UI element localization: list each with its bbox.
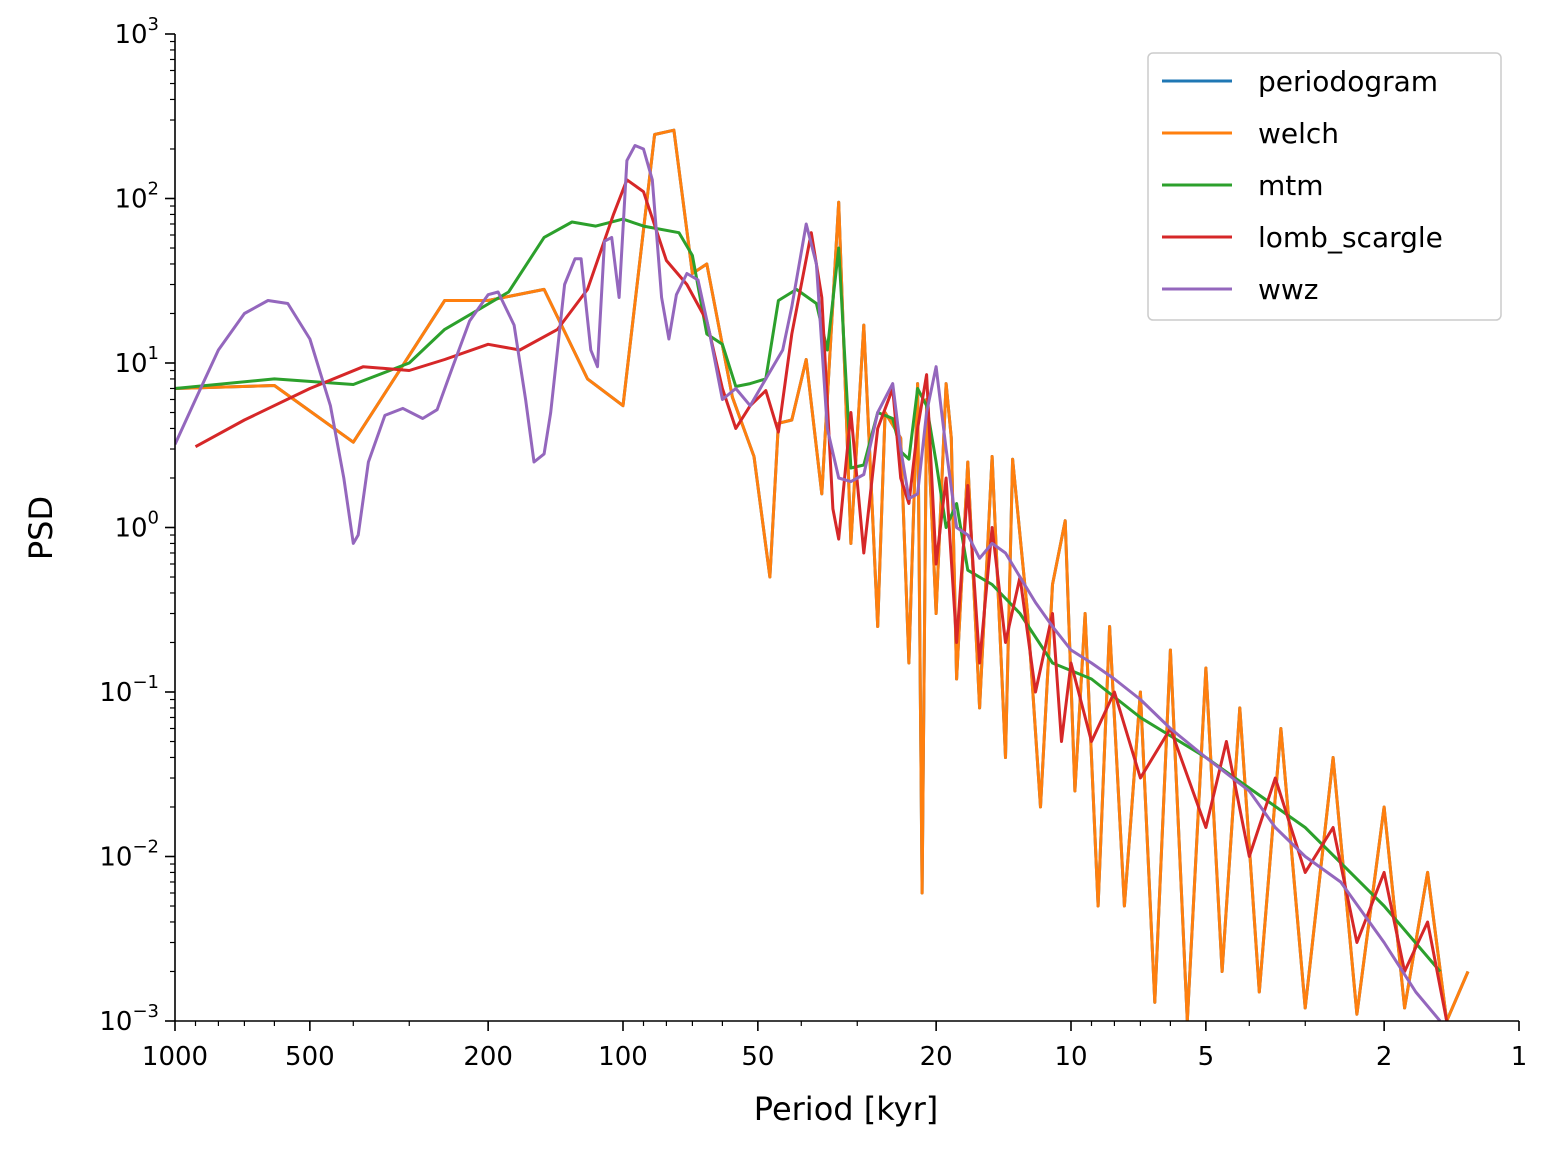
legend-label-welch: welch — [1258, 117, 1339, 150]
legend-label-wwz: wwz — [1258, 273, 1319, 306]
y-tick-label: 10−1 — [99, 672, 159, 708]
series-line-wwz — [175, 144, 1442, 1021]
legend-label-periodogram: periodogram — [1258, 65, 1438, 98]
y-tick-label: 10−2 — [99, 837, 159, 873]
y-tick-label: 10−3 — [99, 1001, 159, 1037]
x-tick-label: 200 — [463, 1042, 513, 1072]
series-line-lomb_scargle — [194, 178, 1449, 1021]
x-tick-label: 1000 — [142, 1042, 208, 1072]
x-tick-label: 2 — [1376, 1042, 1393, 1072]
series-line-mtm — [175, 217, 1442, 973]
x-tick-label: 100 — [598, 1042, 648, 1072]
x-tick-label: 20 — [920, 1042, 953, 1072]
legend-label-lomb_scargle: lomb_scargle — [1258, 221, 1443, 254]
series-layer — [175, 128, 1470, 1021]
legend-box — [1147, 52, 1502, 321]
x-tick-label: 1 — [1511, 1042, 1528, 1072]
y-tick-label: 103 — [114, 14, 159, 50]
y-tick-label: 102 — [114, 179, 159, 215]
x-axis-label: Period [kyr] — [754, 1090, 938, 1128]
y-tick-label: 101 — [114, 343, 159, 379]
x-tick-label: 50 — [741, 1042, 774, 1072]
x-tick-label: 500 — [285, 1042, 335, 1072]
y-tick-label: 100 — [114, 508, 159, 544]
series-line-welch — [175, 128, 1470, 1021]
x-tick-label: 10 — [1054, 1042, 1087, 1072]
y-axis-label: PSD — [22, 496, 60, 560]
legend-label-mtm: mtm — [1258, 169, 1324, 202]
x-tick-label: 5 — [1198, 1042, 1215, 1072]
axes-layer: 1000 500 200 100 50 20 10 5 2 1 10−3 10−2 10−1 100 101… — [99, 14, 1527, 1072]
